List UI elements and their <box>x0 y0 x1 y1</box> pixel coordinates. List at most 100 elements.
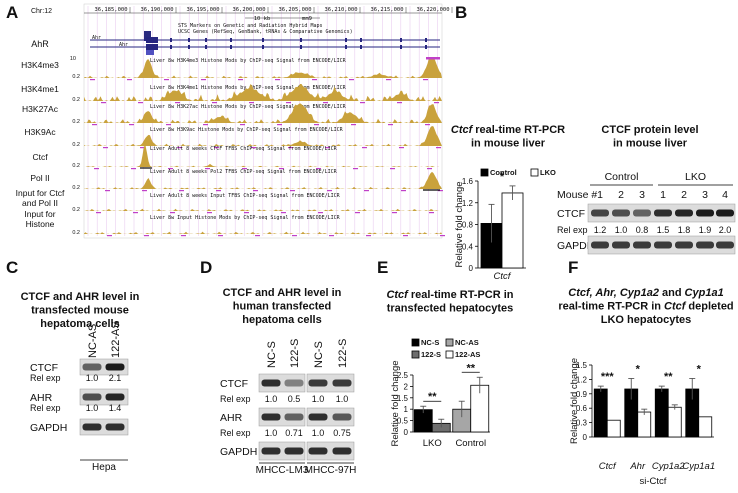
track-marker <box>436 147 441 149</box>
track-marker <box>255 235 260 237</box>
x-tick-label: Cyp1a2 <box>652 461 685 472</box>
title-part: Ctcf <box>451 124 474 136</box>
y-tick-label: 2.5 <box>397 371 409 380</box>
track-marker <box>386 79 391 81</box>
lane-label: 2 <box>681 189 687 201</box>
track-marker <box>238 79 243 81</box>
blot-membrane <box>79 358 129 376</box>
chart-title: in mouse liver <box>471 138 546 150</box>
coordinate-label: 36,210,000 <box>324 7 357 13</box>
track-label: AhR <box>31 39 49 49</box>
bar <box>698 416 713 438</box>
gene-highlight <box>146 50 154 55</box>
gene-exon <box>360 38 362 42</box>
track-marker <box>212 102 217 104</box>
rel-exp-value: 1.0 <box>265 428 278 438</box>
track-marker <box>388 124 393 126</box>
track-marker <box>201 79 206 81</box>
legend-swatch <box>411 338 420 347</box>
error-bar <box>628 377 635 400</box>
blot-band <box>612 241 630 249</box>
y-tick-label: 1.5 <box>576 361 588 370</box>
track-scale: 0.2 <box>72 230 80 236</box>
track-description: Liver Adult 8 weeks Pol2 TFBS ChIP-seq S… <box>150 169 338 175</box>
panel-label: E <box>377 258 388 277</box>
blot-label: CTCF <box>30 362 58 374</box>
gene-exon <box>300 45 302 49</box>
rel-exp-value: 0.5 <box>288 394 301 404</box>
error-bar <box>597 385 604 392</box>
track-marker <box>101 102 106 104</box>
track-marker <box>253 190 258 192</box>
row-label: Rel exp <box>220 394 251 404</box>
gene-exon <box>170 38 172 42</box>
blot-title: CTCF and AHR level in <box>21 291 140 303</box>
y-tick-label: 0 <box>404 428 409 437</box>
track-marker <box>427 168 432 170</box>
title-part: LKO hepatocytes <box>601 314 691 326</box>
error-bar <box>689 377 696 400</box>
gene-exon <box>425 38 427 42</box>
row-label: Rel exp <box>557 225 588 235</box>
gene-name: Ahr <box>92 35 101 41</box>
chrom-label: Chr:12 <box>31 8 52 15</box>
blot-band <box>612 209 630 217</box>
track-marker <box>90 79 95 81</box>
legend-label: 122-S <box>421 350 441 359</box>
rel-exp-value: 1.0 <box>312 394 325 404</box>
blot-band <box>716 241 734 249</box>
track-marker <box>242 168 247 170</box>
track-marker <box>251 147 256 149</box>
track-marker <box>249 102 254 104</box>
rel-exp-value: 1.4 <box>109 403 122 413</box>
blot-label: AHR <box>30 392 53 404</box>
error-bar <box>509 185 516 201</box>
rel-exp-value: 1.0 <box>312 428 325 438</box>
rel-exp-value: 1.0 <box>86 403 99 413</box>
track-marker <box>362 147 367 149</box>
rel-exp-value: 0.75 <box>333 428 351 438</box>
blot-title: CTCF protein level <box>601 124 698 136</box>
error-bar <box>438 418 445 428</box>
blot-band <box>675 209 693 217</box>
track-marker <box>105 190 110 192</box>
row-label: Rel exp <box>30 373 61 383</box>
lane-row-label: Mouse # <box>557 189 597 201</box>
blot-band <box>332 379 352 387</box>
signal-clip <box>426 57 440 60</box>
gene-exon <box>262 45 264 49</box>
rel-exp-value: 1.0 <box>336 394 349 404</box>
blot-membrane <box>306 441 355 461</box>
error-bar <box>458 400 465 418</box>
y-tick-label: 0 <box>583 433 588 442</box>
track-marker <box>94 168 99 170</box>
track-scale: 0.2 <box>72 97 80 103</box>
rel-exp-value: 1.0 <box>265 394 278 404</box>
rel-exp-value: 1.9 <box>699 225 712 235</box>
track-marker <box>181 235 186 237</box>
bar <box>593 388 608 438</box>
track-marker <box>366 235 371 237</box>
gene-exon <box>230 45 232 49</box>
track-marker <box>392 212 397 214</box>
track-label: Pol II <box>30 173 49 183</box>
x-tick-label: Cyp1a1 <box>682 461 715 472</box>
x-tick-label: Ctcf <box>599 461 617 472</box>
title-part: Ctcf <box>664 301 687 313</box>
footer-label: Hepa <box>92 462 116 473</box>
track-marker <box>438 190 443 192</box>
blot-band <box>332 413 352 421</box>
track-scale: 0.2 <box>72 142 80 148</box>
rel-exp-value: 2.1 <box>109 373 122 383</box>
blot-membrane <box>258 441 306 461</box>
panel-label: F <box>568 258 578 277</box>
blot-label: CTCF <box>220 378 248 390</box>
gene-exon <box>360 45 362 49</box>
error-bar <box>671 404 678 410</box>
track-marker <box>288 147 293 149</box>
chart-title: Ctcf real-time RT-PCR in <box>386 289 513 301</box>
blot-band <box>591 241 609 249</box>
track-marker <box>275 79 280 81</box>
x-tick-label: LKO <box>423 438 442 449</box>
legend-label: Control <box>490 168 517 177</box>
